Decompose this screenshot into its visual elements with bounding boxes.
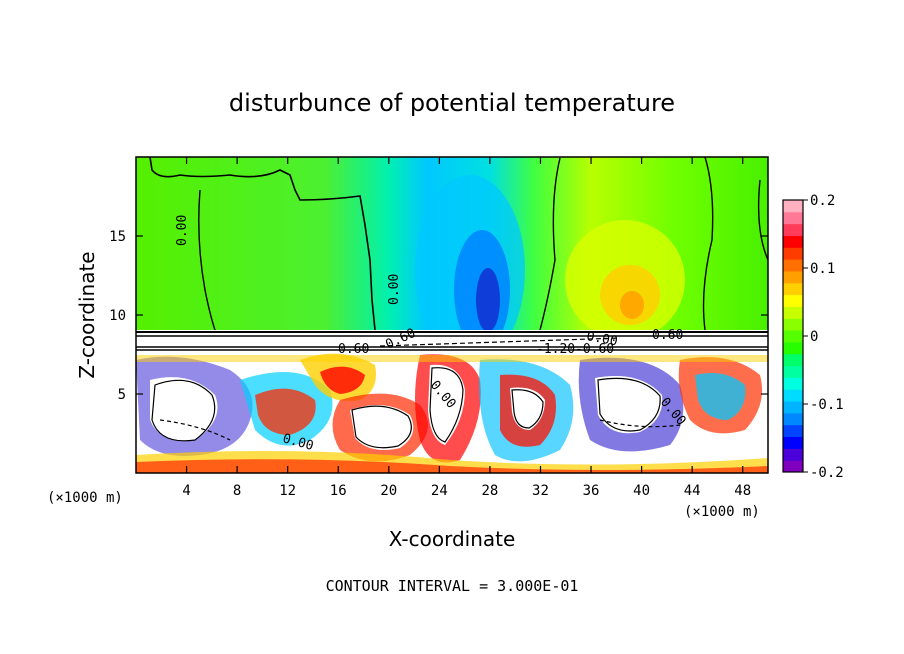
x-unit-right: (×1000 m) <box>684 504 760 520</box>
colorbar-tick-label: 0.2 <box>810 193 835 209</box>
colorbar-tick-label: 0 <box>810 329 818 345</box>
colorbar <box>783 200 803 473</box>
x-tick-label: 48 <box>734 483 751 499</box>
contour-label: 0.00 <box>387 274 402 305</box>
lower-layer-eddies <box>136 353 768 473</box>
x-tick-label: 20 <box>380 483 397 499</box>
colorbar-swatch <box>783 389 803 402</box>
x-tick-label: 8 <box>233 483 241 499</box>
plot-area <box>136 157 768 473</box>
colorbar-ticks: 0.2 0.1 0 -0.1 -0.2 <box>803 193 844 481</box>
x-tick-label: 4 <box>182 483 190 499</box>
colorbar-swatch <box>783 200 803 213</box>
colorbar-swatch <box>783 282 803 296</box>
colorbar-swatch <box>783 448 803 461</box>
x-tick-label: 24 <box>431 483 448 499</box>
x-tick-label: 12 <box>279 483 296 499</box>
band-dashed-line <box>379 337 621 347</box>
colorbar-swatch <box>783 294 803 307</box>
colorbar-swatch <box>783 401 803 414</box>
x-tick-label: 36 <box>583 483 600 499</box>
y-axis-label: Z-coordinate <box>75 251 99 378</box>
colorbar-swatch <box>783 247 803 260</box>
x-axis-label: X-coordinate <box>389 527 516 551</box>
colorbar-swatch <box>783 341 803 355</box>
colorbar-swatch <box>783 436 803 449</box>
x-tick-label: 28 <box>481 483 498 499</box>
warm-core-inner <box>620 291 644 319</box>
upper-contour-line <box>149 157 376 331</box>
x-tick-label: 44 <box>684 483 701 499</box>
contour-label: -0.60 <box>575 342 614 357</box>
upper-contour-line <box>757 179 768 261</box>
colorbar-tick-label: -0.1 <box>810 397 844 413</box>
y-tick-label: 15 <box>109 229 126 245</box>
colorbar-swatch <box>783 223 803 236</box>
upper-contour-line <box>702 157 714 331</box>
colorbar-tick-label: -0.2 <box>810 465 844 481</box>
colorbar-swatch <box>783 259 803 272</box>
cold-core-inner <box>476 268 500 332</box>
contour-label: -1.20 <box>536 342 575 357</box>
contour-label: 0.60 <box>652 328 683 343</box>
x-tick-label: 40 <box>633 483 650 499</box>
colorbar-swatch <box>783 211 803 225</box>
colorbar-swatch <box>783 424 803 438</box>
colorbar-swatch <box>783 365 803 378</box>
x-unit-left: (×1000 m) <box>47 490 123 506</box>
colorbar-tick-label: 0.1 <box>810 261 835 277</box>
colorbar-swatch <box>783 306 803 319</box>
y-tick-label: 10 <box>109 308 126 324</box>
colorbar-swatch <box>783 330 803 343</box>
contour-label: 0.60 <box>338 342 369 357</box>
upper-contour-line <box>198 189 216 331</box>
colorbar-swatch <box>783 353 803 367</box>
upper-contour-line <box>539 157 561 331</box>
colorbar-swatch <box>783 377 803 390</box>
x-tick-label: 32 <box>532 483 549 499</box>
contour-label: 0.00 <box>585 329 618 349</box>
colorbar-swatch <box>783 460 803 473</box>
colorbar-swatch <box>783 270 803 284</box>
chart-title: disturbunce of potential temperature <box>229 89 675 117</box>
colorbar-swatch <box>783 412 803 426</box>
y-axis-ticks: 5 10 15 <box>109 229 768 403</box>
colorbar-swatch <box>783 318 803 331</box>
contour-interval-note: CONTOUR INTERVAL = 3.000E-01 <box>326 577 579 595</box>
x-tick-label: 16 <box>330 483 347 499</box>
contour-label: 0.00 <box>175 215 190 246</box>
x-axis-ticks: 4 8 12 16 20 24 28 32 36 40 44 48 <box>182 157 751 499</box>
colorbar-swatch <box>783 235 803 248</box>
y-tick-label: 5 <box>118 387 126 403</box>
lower-contour-lines <box>151 367 681 449</box>
